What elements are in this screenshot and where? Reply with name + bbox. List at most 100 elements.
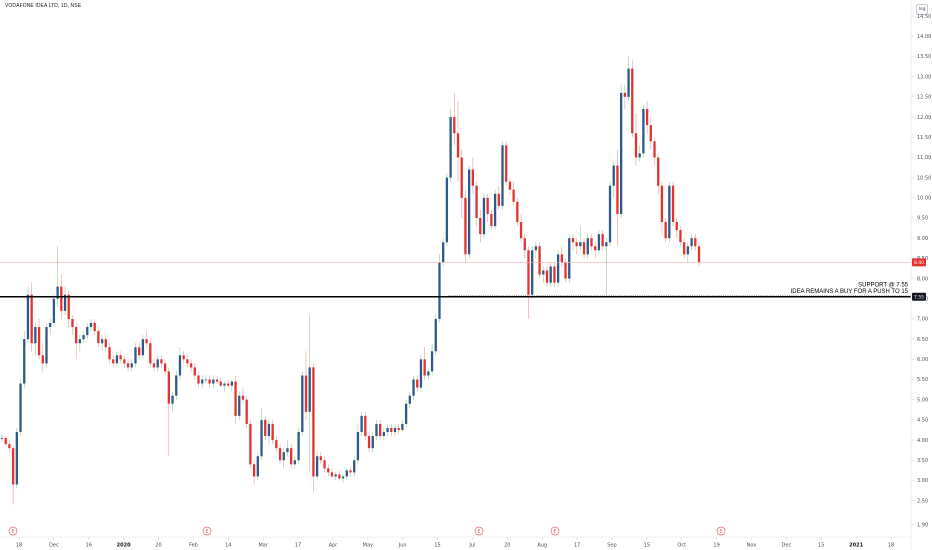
candle-body bbox=[241, 395, 245, 400]
candle-body bbox=[690, 238, 693, 247]
candle-body bbox=[345, 470, 348, 477]
candle-body bbox=[560, 254, 563, 263]
event-marker: E bbox=[474, 526, 484, 536]
candle-body bbox=[267, 423, 271, 437]
x-tick-label: 15 bbox=[818, 543, 824, 549]
y-tick-label: 14.00 bbox=[917, 34, 931, 40]
event-marker-label: E bbox=[205, 529, 208, 535]
log-scale-button[interactable]: log bbox=[916, 4, 928, 15]
candle-body bbox=[605, 242, 608, 247]
candle-body bbox=[134, 347, 137, 364]
candle-body bbox=[393, 427, 397, 433]
candle-body bbox=[74, 327, 78, 344]
candle-body bbox=[193, 367, 196, 376]
candle-body bbox=[15, 432, 18, 485]
candle-body bbox=[586, 238, 589, 255]
candle-body bbox=[438, 262, 441, 319]
candle-body bbox=[356, 432, 360, 461]
candle-body bbox=[223, 383, 226, 386]
x-tick-label: Feb bbox=[189, 543, 198, 549]
candle-body bbox=[419, 359, 423, 388]
candle-body bbox=[175, 375, 178, 396]
candle-body bbox=[501, 145, 504, 206]
y-tick-label: 11.00 bbox=[917, 155, 931, 161]
candle-body bbox=[160, 359, 163, 364]
candle-body bbox=[41, 355, 44, 364]
candle-body bbox=[327, 468, 330, 473]
candle-body bbox=[334, 474, 337, 477]
candle-body bbox=[612, 165, 615, 186]
candle-body bbox=[512, 189, 515, 202]
candle-body bbox=[564, 262, 567, 279]
candle-body bbox=[475, 185, 478, 219]
candle-body bbox=[63, 294, 67, 311]
candle-body bbox=[608, 185, 612, 243]
candle-body bbox=[37, 327, 41, 356]
candle-body bbox=[138, 347, 141, 356]
candle-body bbox=[434, 318, 437, 352]
candle-body bbox=[519, 222, 523, 239]
x-tick-label: 2021 bbox=[849, 543, 863, 549]
candle-body bbox=[430, 351, 434, 372]
candle-body bbox=[249, 423, 252, 465]
candle-body bbox=[201, 379, 204, 384]
candle-body bbox=[386, 427, 389, 433]
candle-body bbox=[323, 460, 326, 469]
candle-body bbox=[34, 327, 37, 344]
candle-body bbox=[367, 436, 371, 449]
event-marker-label: E bbox=[477, 529, 480, 535]
support-price-tag-text: 7.55 bbox=[914, 294, 924, 300]
candle-body bbox=[152, 363, 156, 368]
candle-body bbox=[553, 266, 556, 283]
x-tick-label: 2020 bbox=[117, 543, 131, 549]
candle-body bbox=[594, 246, 597, 251]
candle-body bbox=[141, 339, 145, 356]
candle-body bbox=[297, 432, 300, 461]
candle-body bbox=[23, 339, 26, 384]
y-tick-label: 14.50 bbox=[917, 14, 931, 20]
candle-body bbox=[115, 355, 119, 364]
support-price-tag: 7.55 bbox=[912, 292, 926, 301]
candle-body bbox=[497, 193, 500, 206]
candle-body bbox=[597, 234, 601, 251]
x-tick-label: 15 bbox=[434, 543, 440, 549]
candle-body bbox=[189, 363, 193, 368]
candle-body bbox=[304, 375, 308, 412]
candle-body bbox=[112, 359, 115, 364]
candle-body bbox=[256, 456, 259, 477]
candle-body bbox=[119, 355, 122, 360]
candle-body bbox=[412, 379, 415, 396]
candle-body bbox=[638, 153, 641, 158]
x-tick-label: 17 bbox=[295, 543, 301, 549]
event-marker-circle bbox=[716, 526, 726, 536]
candle-body bbox=[619, 92, 623, 214]
y-tick-label: 7.00 bbox=[917, 317, 928, 323]
candle-body bbox=[215, 379, 219, 382]
candle-body bbox=[82, 335, 85, 340]
candle-body bbox=[353, 460, 356, 473]
candle-body bbox=[230, 381, 234, 386]
candle-body bbox=[126, 363, 130, 368]
last-price-tag-text: 8.40 bbox=[914, 260, 924, 266]
candle-body bbox=[683, 242, 686, 255]
candle-body bbox=[89, 322, 93, 328]
target-annotation: IDEA REMAINS A BUY FOR A PUSH TO 15 bbox=[791, 289, 909, 295]
candle-body bbox=[100, 339, 104, 344]
candle-body bbox=[616, 165, 619, 214]
event-marker-circle bbox=[202, 526, 212, 536]
candle-body bbox=[464, 197, 467, 255]
candles bbox=[0, 56, 701, 505]
event-marker-label: E bbox=[553, 529, 556, 535]
x-tick-label: 18 bbox=[888, 543, 894, 549]
event-marker-circle bbox=[550, 526, 560, 536]
y-tick-label: 6.00 bbox=[917, 357, 928, 363]
candle-body bbox=[301, 375, 304, 433]
candle-body bbox=[649, 125, 652, 142]
candle-body bbox=[93, 322, 96, 332]
candle-body bbox=[490, 213, 493, 227]
candle-body bbox=[245, 399, 248, 424]
candle-body bbox=[627, 68, 630, 97]
candle-body bbox=[49, 322, 52, 328]
